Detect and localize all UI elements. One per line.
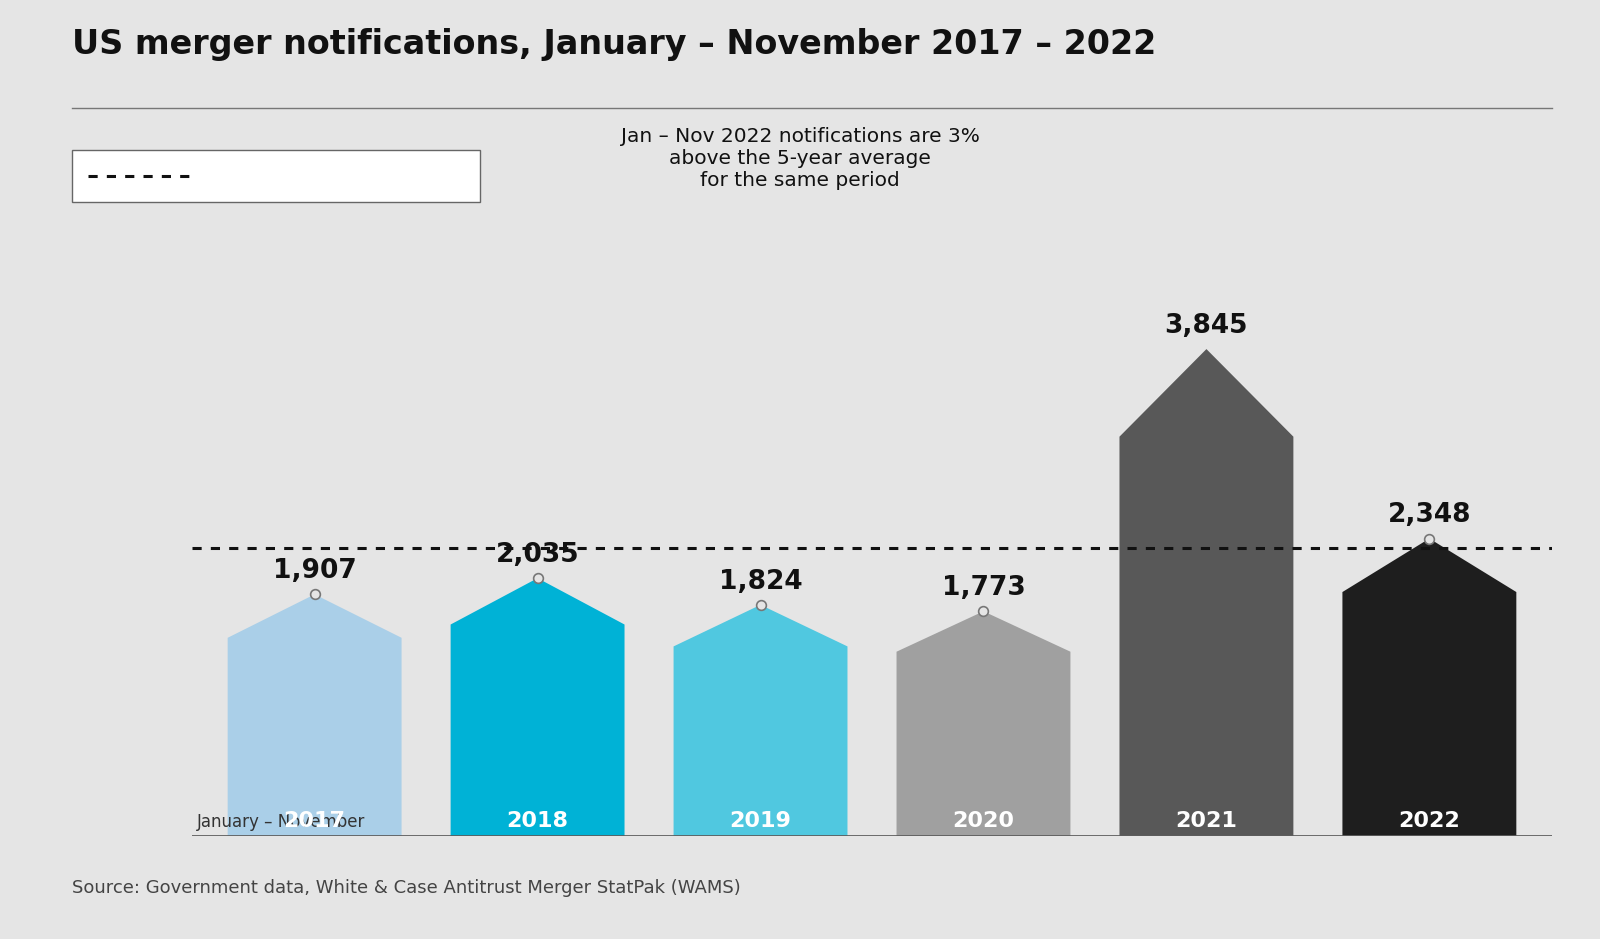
Text: 2,348: 2,348 xyxy=(1387,502,1470,529)
Text: 1,773: 1,773 xyxy=(942,576,1026,601)
Text: 2017: 2017 xyxy=(283,811,346,831)
Text: 2017 – 2021 average:: 2017 – 2021 average: xyxy=(203,167,406,185)
Text: January – November: January – November xyxy=(197,813,365,831)
Text: US merger notifications, January – November 2017 – 2022: US merger notifications, January – Novem… xyxy=(72,28,1157,61)
Polygon shape xyxy=(674,605,848,836)
Polygon shape xyxy=(451,578,624,836)
Text: 1,907: 1,907 xyxy=(272,558,357,584)
Polygon shape xyxy=(227,594,402,836)
Text: Jan – Nov 2022 notifications are 3%
above the 5-year average
for the same period: Jan – Nov 2022 notifications are 3% abov… xyxy=(621,127,979,190)
Text: 3,845: 3,845 xyxy=(1165,313,1248,339)
Polygon shape xyxy=(1342,539,1517,836)
Text: Source: Government data, White & Case Antitrust Merger StatPak (WAMS): Source: Government data, White & Case An… xyxy=(72,879,741,897)
Text: 2,035: 2,035 xyxy=(496,542,579,568)
Polygon shape xyxy=(1120,349,1293,836)
Text: 2021: 2021 xyxy=(1176,811,1237,831)
Text: 1,824: 1,824 xyxy=(718,569,802,594)
Text: 2020: 2020 xyxy=(952,811,1014,831)
Polygon shape xyxy=(896,611,1070,836)
Text: 2018: 2018 xyxy=(507,811,568,831)
Text: 2,277: 2,277 xyxy=(357,167,414,185)
Text: 2022: 2022 xyxy=(1398,811,1461,831)
Text: 2019: 2019 xyxy=(730,811,792,831)
